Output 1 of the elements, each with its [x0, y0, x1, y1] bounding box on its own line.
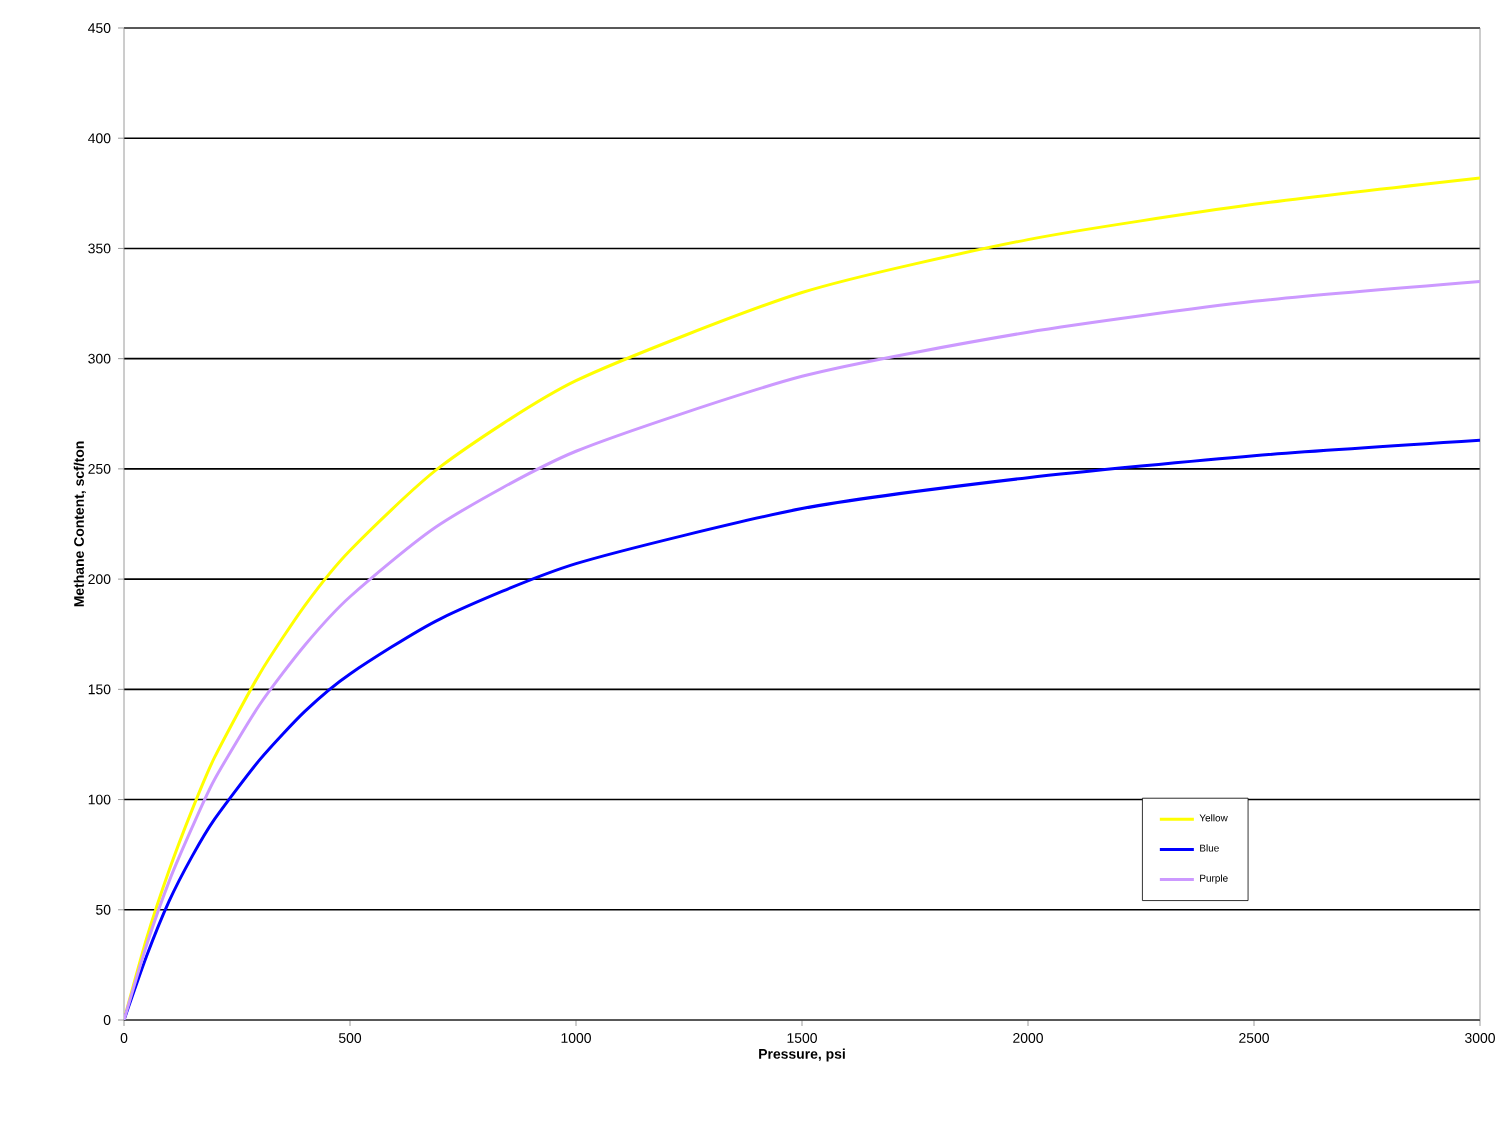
line-series [124, 438, 1481, 1020]
